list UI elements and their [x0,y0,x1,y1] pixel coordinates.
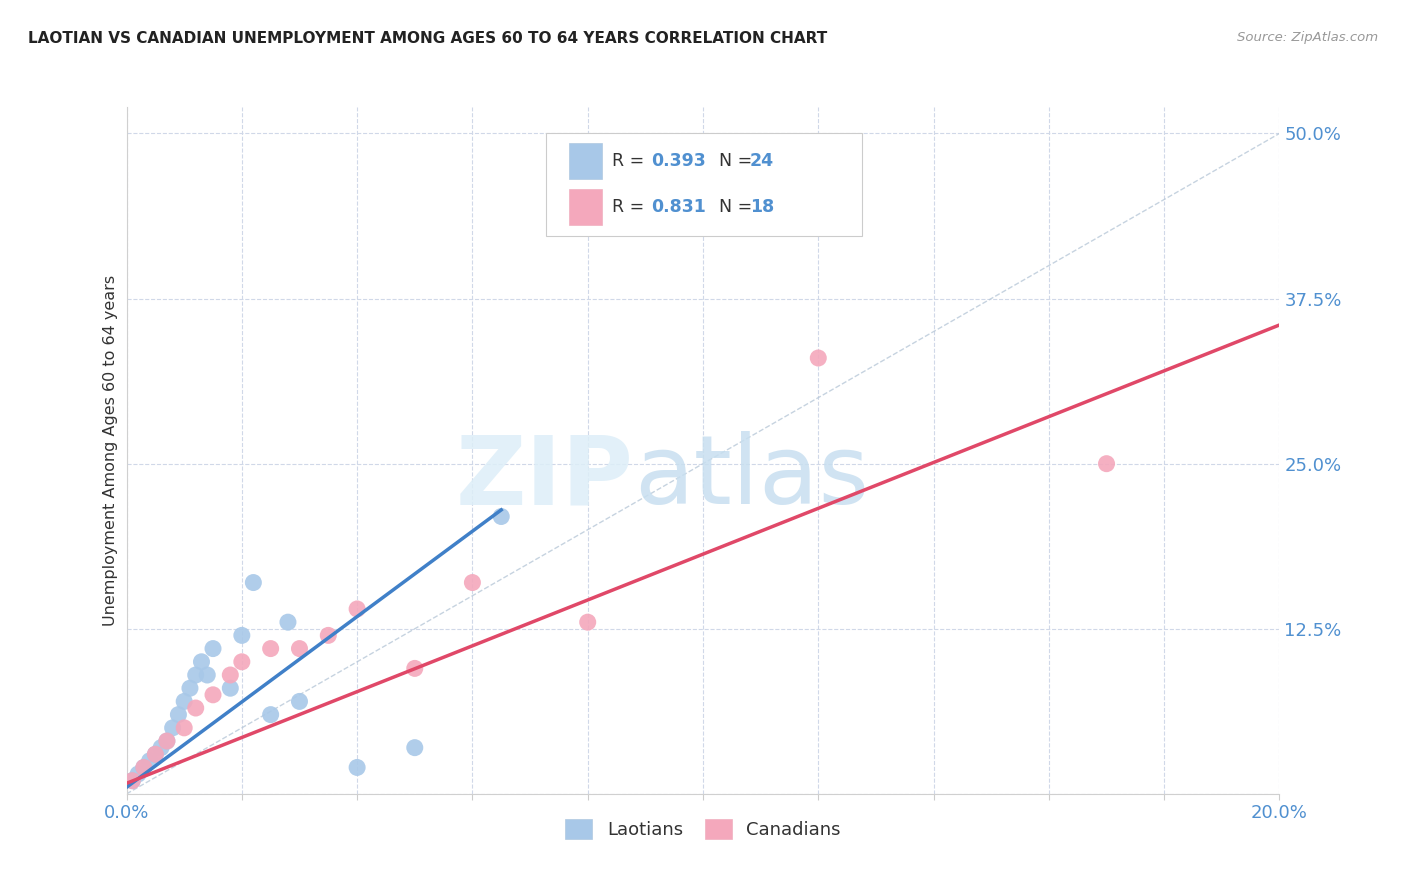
Point [288,641,311,656]
Point [576,615,599,630]
Point [167,707,190,722]
Text: LAOTIAN VS CANADIAN UNEMPLOYMENT AMONG AGES 60 TO 64 YEARS CORRELATION CHART: LAOTIAN VS CANADIAN UNEMPLOYMENT AMONG A… [28,31,827,46]
Point [404,661,426,675]
Point [156,734,179,748]
Point [138,754,160,768]
Text: 0.831: 0.831 [651,198,706,216]
Point [145,747,166,762]
Point [231,628,253,642]
Text: R =: R = [612,198,650,216]
Text: N =: N = [707,198,758,216]
Point [150,740,173,755]
Point [184,668,207,682]
Point [190,655,212,669]
Point [461,575,484,590]
Point [173,721,195,735]
Text: 0.393: 0.393 [651,153,706,170]
Text: Source: ZipAtlas.com: Source: ZipAtlas.com [1237,31,1378,45]
Point [346,760,368,774]
Text: 24: 24 [749,153,775,170]
Point [231,655,253,669]
Point [346,602,368,616]
Point [179,681,201,696]
Point [173,694,195,708]
Text: N =: N = [707,153,758,170]
Point [132,760,155,774]
Point [807,351,830,365]
Point [491,509,513,524]
Point [259,641,281,656]
Point [288,694,311,708]
Point [184,701,207,715]
Point [242,575,264,590]
Text: 18: 18 [749,198,775,216]
Point [219,681,242,696]
Point [1095,457,1118,471]
Point [202,641,225,656]
Point [277,615,299,630]
Point [202,688,225,702]
Point [195,668,218,682]
Text: ZIP: ZIP [456,432,634,524]
Point [127,767,149,781]
Point [259,707,281,722]
Point [156,734,179,748]
Point [121,773,143,788]
Legend: Laotians, Canadians: Laotians, Canadians [558,812,848,847]
Point [404,740,426,755]
Point [162,721,184,735]
Text: R =: R = [612,153,650,170]
Point [145,747,166,762]
Point [132,760,155,774]
Text: atlas: atlas [634,432,869,524]
Y-axis label: Unemployment Among Ages 60 to 64 years: Unemployment Among Ages 60 to 64 years [103,275,118,626]
Point [121,773,143,788]
Point [219,668,242,682]
Point [318,628,340,642]
